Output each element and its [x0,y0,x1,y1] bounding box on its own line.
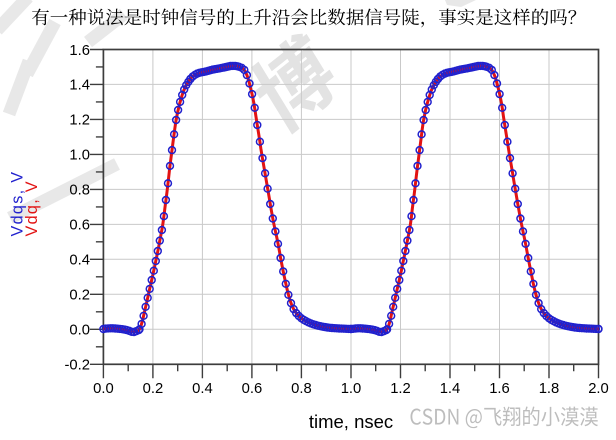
svg-text:0.4: 0.4 [192,381,213,397]
svg-text:1.6: 1.6 [69,43,90,59]
svg-text:0.6: 0.6 [242,381,263,397]
svg-text:1.6: 1.6 [489,381,510,397]
svg-text:0.0: 0.0 [69,323,90,339]
svg-text:1.2: 1.2 [390,381,411,397]
svg-text:1.2: 1.2 [69,113,90,129]
svg-text:time, nsec: time, nsec [309,411,393,432]
svg-text:1.4: 1.4 [69,78,90,94]
svg-text:0.8: 0.8 [291,381,312,397]
svg-text:0.0: 0.0 [93,381,114,397]
svg-text:1.4: 1.4 [440,381,461,397]
svg-text:1.8: 1.8 [539,381,560,397]
svg-text:0.2: 0.2 [69,288,90,304]
svg-text:0.6: 0.6 [69,218,90,234]
svg-text:2.0: 2.0 [588,381,609,397]
svg-text:0.4: 0.4 [69,253,90,269]
svg-text:0.2: 0.2 [143,381,164,397]
svg-text:-0.2: -0.2 [65,358,91,374]
svg-text:1.0: 1.0 [341,381,362,397]
svg-text:Vdq, V: Vdq, V [23,180,41,236]
svg-text:Vdqs, V: Vdqs, V [8,171,26,237]
svg-text:0.8: 0.8 [69,183,90,199]
svg-text:1.0: 1.0 [69,148,90,164]
